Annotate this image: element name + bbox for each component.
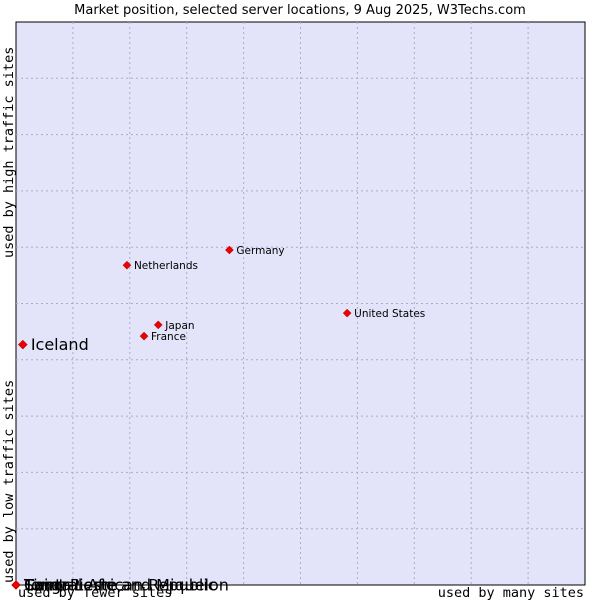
data-point-label: Tonga: [23, 576, 71, 595]
chart-title: Market position, selected server locatio…: [74, 3, 526, 18]
data-point-marker: [342, 308, 352, 318]
data-point-label: Iceland: [31, 335, 89, 354]
data-point-label: United States: [354, 308, 425, 320]
data-point-label: Japan: [164, 320, 194, 332]
data-point-marker: [225, 245, 234, 255]
x-axis-label-low: used by fewer sites: [18, 585, 172, 600]
data-point-label: Timor-Leste: [23, 576, 117, 595]
data-point-label: Netherlands: [134, 260, 198, 272]
y-axis-label-high: used by high traffic sites: [1, 47, 17, 258]
data-points: Netherlands Germany United States JapanFran…: [11, 245, 425, 595]
data-point-marker: [153, 320, 163, 330]
data-point-marker: [17, 339, 28, 350]
grid-lines: [16, 22, 585, 585]
data-point-marker: [139, 331, 149, 341]
y-axis-label-low: used by low traffic sites: [1, 380, 17, 583]
x-axis-label-high: used by many sites: [438, 585, 584, 600]
data-point-label: Germany: [236, 245, 284, 257]
data-point-marker: [122, 260, 132, 270]
data-point-label: Central African Republic: [24, 576, 217, 595]
data-point-label: France: [151, 331, 186, 343]
data-point-marker: [11, 580, 21, 590]
data-point-label: Saint Pierre and Miquelon: [24, 576, 229, 595]
